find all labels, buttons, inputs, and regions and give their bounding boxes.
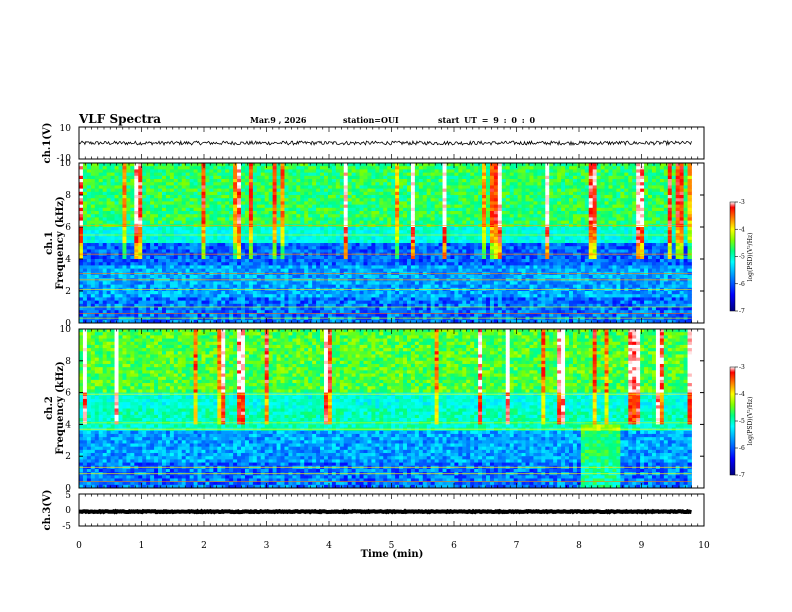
ytick-label: 4 bbox=[65, 255, 71, 265]
ytick-label: 10 bbox=[60, 325, 72, 335]
ch3-trace bbox=[78, 508, 692, 515]
ch3-ytick-mid: 0 bbox=[65, 506, 71, 516]
ch1-spec-ylabel-channel: ch.1 bbox=[44, 231, 55, 255]
ch1-trace bbox=[78, 139, 692, 147]
ytick-label: 2 bbox=[65, 452, 71, 462]
ch2-colorbar-label: log(PSD)(V²/Hz) bbox=[747, 397, 754, 446]
time-axis-ticks bbox=[78, 127, 705, 526]
xtick-label: 4 bbox=[326, 541, 332, 551]
colorbar-tick-label: -5 bbox=[739, 418, 745, 425]
ch1-spectrogram-panel: 0 2 4 6 8 10 ch.1 Frequency (kHz) bbox=[44, 159, 705, 329]
colorbar-tick-label: -4 bbox=[739, 391, 745, 398]
xtick-label: 10 bbox=[698, 541, 710, 551]
ytick-label: 2 bbox=[65, 287, 71, 297]
xtick-label: 6 bbox=[451, 541, 457, 551]
ch3-waveform-panel: 5 0 -5 ch.3(V) bbox=[42, 489, 705, 532]
xtick-label: 1 bbox=[139, 541, 145, 551]
colorbar-tick-label: -7 bbox=[739, 308, 745, 315]
station-label: station=OUI bbox=[343, 115, 399, 125]
xtick-label: 8 bbox=[576, 541, 582, 551]
ytick-label: 8 bbox=[65, 191, 71, 201]
xtick-label: 0 bbox=[76, 541, 82, 551]
ch1-ytick-top: 10 bbox=[60, 124, 72, 134]
ch3-ytick-top: 5 bbox=[65, 491, 71, 501]
ytick-label: 4 bbox=[65, 420, 71, 430]
colorbar-tick-label: -7 bbox=[739, 472, 745, 479]
ch3-ylabel: ch.3(V) bbox=[42, 489, 53, 530]
xtick-label: 2 bbox=[201, 541, 207, 551]
colorbar-tick-label: -3 bbox=[739, 199, 745, 206]
xtick-label: 3 bbox=[264, 541, 270, 551]
ytick-label: 0 bbox=[65, 319, 71, 329]
ch1-ytick-bottom: -10 bbox=[57, 154, 72, 164]
ch3-ytick-bottom: -5 bbox=[62, 522, 71, 532]
ytick-label: 6 bbox=[65, 389, 71, 399]
colorbar-tick-label: -3 bbox=[739, 364, 745, 371]
time-axis-label: Time (min) bbox=[361, 549, 424, 560]
xtick-label: 7 bbox=[514, 541, 520, 551]
ch1-colorbar: -3 -4 -5 -6 -7 log(PSD)(V²/Hz) bbox=[729, 199, 754, 315]
ytick-label: 10 bbox=[60, 159, 72, 169]
date-label: Mar.9 , 2026 bbox=[250, 115, 307, 125]
start-time-label: start UT = 9 : 0 : 0 bbox=[438, 115, 536, 125]
xtick-label: 9 bbox=[639, 541, 645, 551]
ch2-spectrogram-panel: 0 2 4 6 8 10 ch.2 Frequency (kHz) bbox=[44, 325, 705, 494]
chart-title: VLF Spectra bbox=[79, 112, 162, 126]
ch2-spec-ylabel-channel: ch.2 bbox=[44, 396, 55, 420]
colorbar-tick-label: -6 bbox=[739, 445, 745, 452]
ytick-label: 0 bbox=[65, 484, 71, 494]
ytick-label: 6 bbox=[65, 223, 71, 233]
ch2-spectrogram-image bbox=[79, 329, 704, 489]
xtick-label: 5 bbox=[389, 541, 395, 551]
ch2-colorbar: -3 -4 -5 -6 -7 log(PSD)(V²/Hz) bbox=[729, 364, 754, 479]
ch1-spec-ylabel-freq: Frequency (kHz) bbox=[55, 196, 66, 289]
ch2-spec-ylabel-freq: Frequency (kHz) bbox=[55, 361, 66, 454]
colorbar-tick-label: -5 bbox=[739, 254, 745, 261]
time-axis-tick-labels: 0 1 2 3 4 5 6 7 8 9 10 bbox=[76, 541, 710, 551]
ytick-label: 8 bbox=[65, 357, 71, 367]
ch1-waveform-panel: 10 -10 ch.1(V) bbox=[42, 122, 705, 164]
ch1-ylabel: ch.1(V) bbox=[42, 122, 53, 163]
colorbar-tick-label: -6 bbox=[739, 281, 745, 288]
ch1-spectrogram-image bbox=[79, 163, 704, 324]
colorbar-tick-label: -4 bbox=[739, 226, 745, 233]
ch2-colorbar-gradient bbox=[729, 366, 736, 476]
ch1-colorbar-label: log(PSD)(V²/Hz) bbox=[747, 233, 754, 282]
ch1-colorbar-gradient bbox=[729, 201, 736, 312]
